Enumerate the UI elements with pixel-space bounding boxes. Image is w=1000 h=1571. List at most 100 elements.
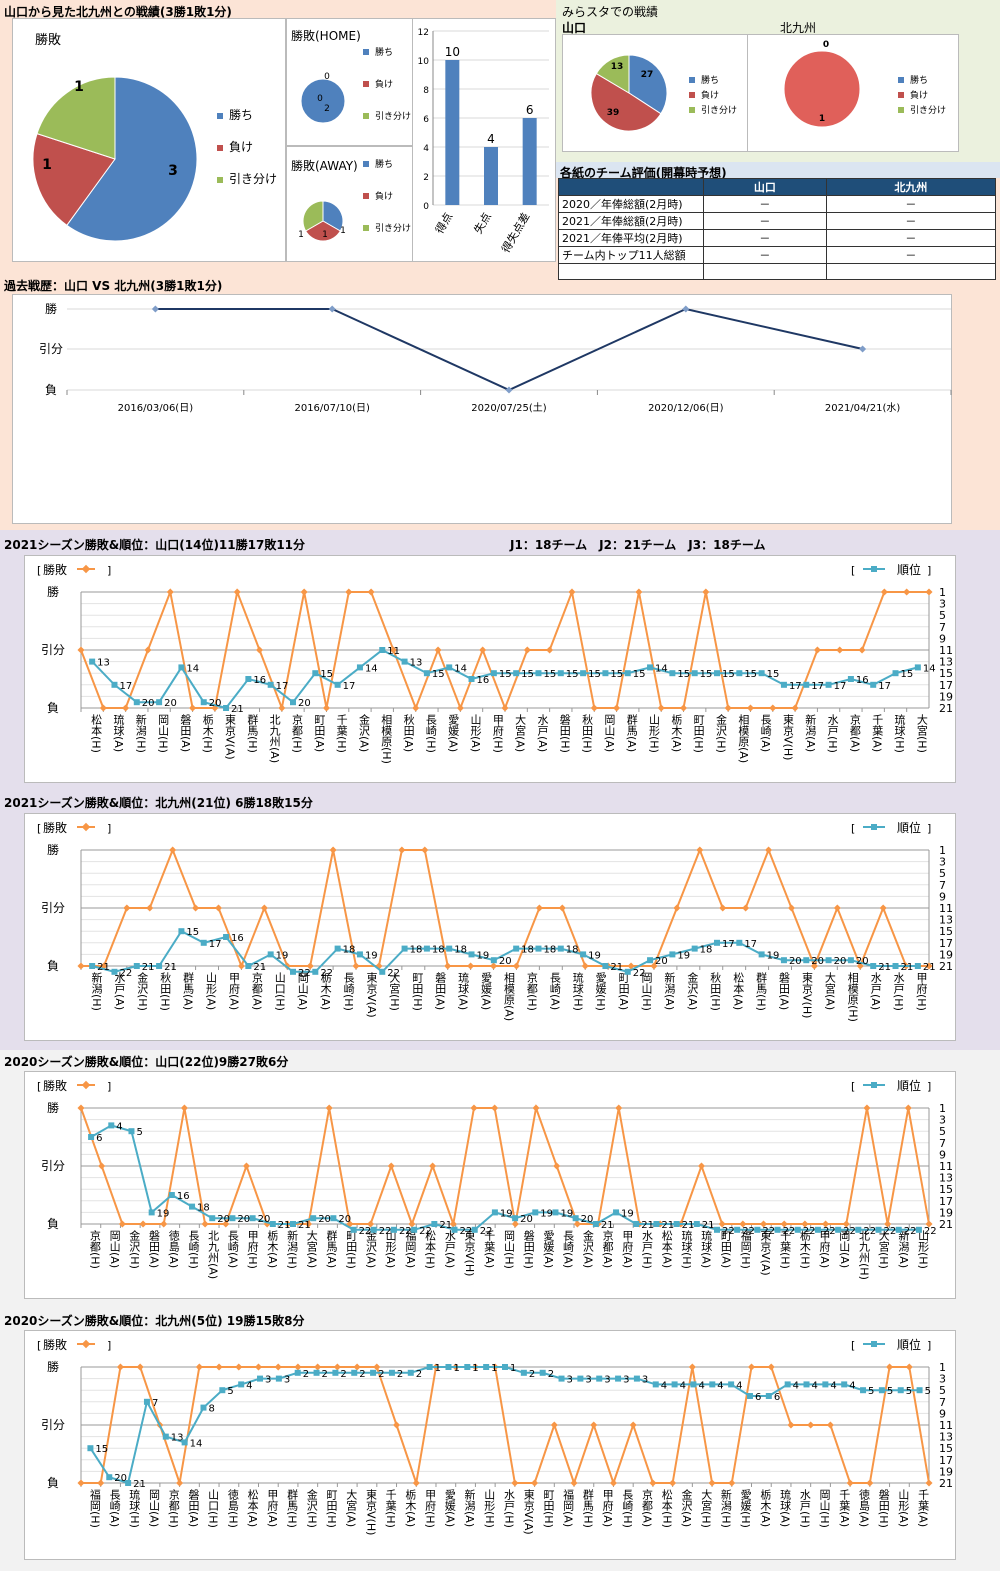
rank-data-label: 19: [500, 1208, 513, 1219]
legend-bracket: [: [851, 1339, 855, 1352]
result-marker: [669, 1479, 677, 1487]
rank-marker: [647, 664, 654, 671]
rank-marker: [870, 963, 877, 969]
x-tick-label: 松本(H): [90, 713, 103, 753]
result-marker: [116, 1363, 124, 1371]
x-tick-label: 徳島(A): [167, 1230, 180, 1268]
x-tick-label: 大宮(H): [700, 1488, 713, 1528]
season-box-3: [勝敗][順位] 1 3 5 7 9 11 13 15 17 19 21 勝引分負福岡(H) 長崎(A) 琉…: [24, 1330, 956, 1560]
result-marker: [627, 962, 635, 970]
x-tick-label: 新潟(H): [134, 713, 147, 753]
rank-data-label: 22: [399, 1226, 412, 1237]
rank-data-label: 19: [767, 950, 780, 961]
rank-marker: [714, 670, 720, 677]
rank-marker: [633, 1221, 640, 1227]
rank-marker: [162, 1433, 169, 1440]
eval-row-label: 2020／年俸総額(2月時): [558, 195, 704, 213]
rank-marker: [370, 1369, 377, 1376]
x-tick-label: 松本(A): [246, 1488, 259, 1527]
y-tick-label: 12: [418, 28, 429, 38]
result-marker: [813, 646, 821, 654]
rank-marker: [468, 951, 475, 958]
rank-marker: [245, 676, 252, 682]
rank-marker: [156, 963, 163, 969]
result-marker: [810, 962, 818, 970]
result-marker: [467, 962, 475, 970]
x-tick-label: 相模原(A): [503, 972, 516, 1021]
rank-data-label: 2: [303, 1369, 309, 1380]
rank-data-label: 22: [863, 1226, 876, 1237]
rank-tick-label: 7: [939, 621, 946, 634]
pie-value-label: 13: [611, 62, 624, 72]
rank-data-label: 5: [868, 1386, 874, 1397]
result-marker: [826, 1421, 834, 1429]
x-tick-label: 山口(H): [273, 972, 286, 1011]
eval-header-kitakyushu: 北九州: [825, 178, 997, 196]
rank-data-label: 18: [521, 945, 534, 956]
x-tick-label: 磐田(H): [877, 1488, 890, 1528]
result-marker: [325, 1104, 333, 1112]
x-tick-label: 千葉(A): [838, 1489, 851, 1527]
result-marker: [412, 1479, 420, 1487]
x-tick-label: 愛媛(A): [480, 972, 493, 1010]
rank-data-label: 19: [560, 1208, 573, 1219]
result-marker: [904, 1104, 912, 1112]
rank-tick-label: 13: [939, 1172, 953, 1185]
rank-data-label: 17: [789, 681, 802, 692]
rank-data-label: 17: [119, 681, 132, 692]
rank-marker: [490, 670, 497, 677]
rank-data-label: 17: [343, 681, 356, 692]
result-marker: [724, 704, 732, 712]
rank-tick-label: 5: [939, 1384, 946, 1397]
rank-data-label: 22: [419, 1226, 432, 1237]
rank-marker: [269, 1221, 276, 1227]
rank-marker: [613, 1209, 620, 1216]
rank-data-label: 20: [655, 956, 668, 967]
rank-data-label: 17: [834, 681, 847, 692]
result-marker: [479, 646, 487, 654]
mirasta-kitakyushu-label: 北九州: [780, 21, 817, 35]
rank-tick-label: 1: [939, 586, 946, 599]
x-tick-label: 甲府(H): [915, 972, 928, 1011]
x-tick-label: 金沢(A): [357, 713, 370, 752]
rank-marker: [148, 1209, 155, 1216]
rank-data-label: 6: [96, 1133, 102, 1144]
x-tick-label: 群馬(H): [286, 1488, 299, 1528]
x-tick-label: 甲府(A): [227, 972, 240, 1010]
result-marker: [77, 1104, 85, 1112]
rank-marker: [370, 1226, 377, 1233]
legend-swatch: [898, 92, 904, 98]
history-marker: [859, 345, 867, 353]
legend-label: 順位: [897, 562, 921, 577]
rank-data-label: 14: [454, 663, 467, 674]
rank-data-label: 16: [177, 1191, 190, 1202]
result-marker: [581, 962, 589, 970]
result-marker: [322, 704, 331, 712]
rank-data-label: 4: [736, 1380, 742, 1391]
eval-empty-cell: [703, 263, 827, 280]
y-tick-label: 引分: [39, 342, 63, 356]
legend-bracket: ]: [107, 564, 111, 577]
rank-data-label: 4: [812, 1380, 818, 1391]
rank-marker: [332, 1369, 339, 1376]
result-marker: [345, 588, 353, 596]
rank-data-label: 20: [789, 956, 802, 967]
bar-value-label: 10: [445, 45, 460, 59]
rank-marker: [714, 1226, 720, 1233]
rank-marker: [108, 1122, 115, 1129]
x-tick-label: 琉球(A): [700, 1229, 713, 1268]
result-marker: [456, 704, 464, 712]
rank-marker: [734, 1226, 741, 1233]
x-tick-label: 東京V(H): [781, 714, 794, 761]
rank-marker: [754, 1226, 761, 1233]
result-marker: [697, 1162, 706, 1170]
legend-swatch: [217, 113, 223, 119]
rank-data-label: 20: [318, 1214, 331, 1225]
rank-data-label: 22: [742, 1226, 755, 1237]
rank-tick-label: 9: [939, 1407, 946, 1420]
rank-marker: [257, 1375, 264, 1382]
x-tick-label: 福岡(H): [739, 1229, 752, 1269]
x-tick-label: 新潟(A): [663, 971, 676, 1010]
